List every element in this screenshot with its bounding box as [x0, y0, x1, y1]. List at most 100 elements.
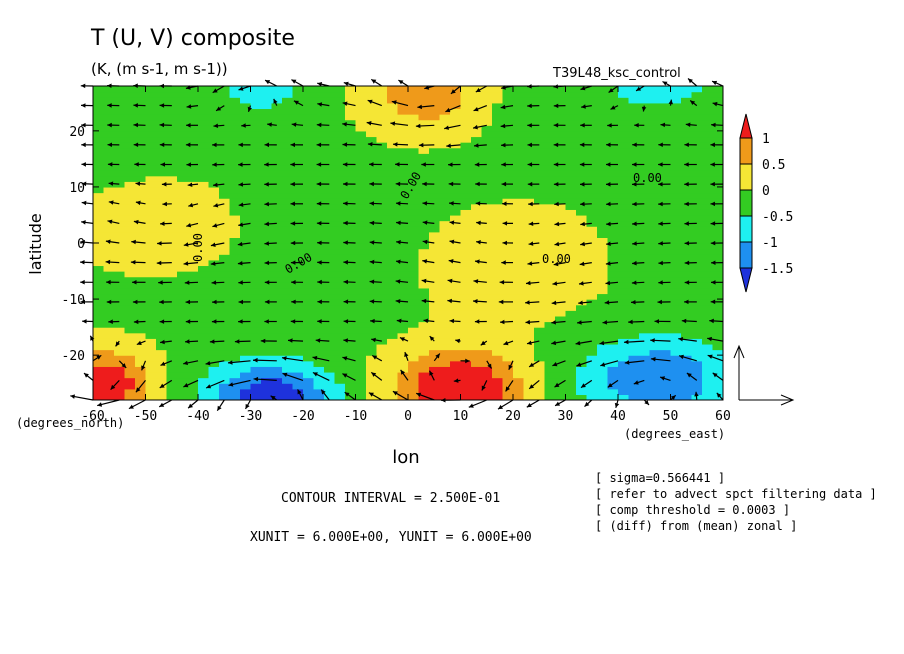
heatmap-cell: [334, 192, 346, 199]
heatmap-cell: [103, 231, 115, 238]
heatmap-cell: [471, 114, 483, 121]
wind-vector: [83, 372, 94, 381]
heatmap-cell: [313, 209, 325, 216]
wind-vector: [241, 123, 251, 128]
heatmap-cell: [586, 192, 598, 199]
heatmap-cell: [145, 108, 157, 115]
heatmap-cell: [250, 287, 262, 295]
heatmap-cell: [439, 175, 451, 182]
heatmap-cell: [607, 130, 619, 138]
heatmap-cell: [481, 371, 493, 379]
heatmap-cell: [534, 186, 546, 194]
wind-vector: [183, 360, 199, 366]
heatmap-cell: [502, 332, 514, 339]
heatmap-cell: [166, 86, 178, 93]
heatmap-cell: [124, 130, 136, 138]
heatmap-cell: [145, 175, 157, 182]
heatmap-cell: [555, 349, 567, 356]
heatmap-cell: [292, 170, 304, 177]
wind-vector: [264, 299, 277, 305]
heatmap-cell: [103, 153, 115, 160]
heatmap-cell: [156, 192, 168, 199]
heatmap-cell: [198, 299, 210, 306]
heatmap-cell: [376, 293, 388, 300]
heatmap-cell: [439, 388, 451, 395]
wind-vector: [212, 222, 225, 228]
heatmap-cell: [544, 214, 556, 222]
heatmap-cell: [555, 310, 567, 317]
heatmap-cell: [397, 198, 409, 205]
heatmap-cell: [450, 108, 462, 115]
heatmap-cell: [681, 97, 693, 104]
heatmap-cell: [439, 214, 451, 222]
heatmap-cell: [660, 164, 672, 171]
heatmap-cell: [513, 327, 525, 334]
heatmap-cell: [576, 377, 588, 384]
heatmap-cell: [471, 388, 483, 395]
heatmap-cell: [366, 271, 378, 278]
x-unit-label: (degrees_east): [624, 427, 725, 441]
heatmap-cell: [219, 321, 231, 328]
heatmap-cell: [618, 86, 630, 93]
heatmap-cell: [261, 349, 273, 356]
heatmap-cell: [618, 293, 630, 300]
heatmap-cell: [366, 147, 378, 154]
wind-vector: [614, 399, 620, 408]
heatmap-cell: [177, 383, 189, 390]
heatmap-cell: [471, 186, 483, 194]
heatmap-cell: [145, 231, 157, 238]
heatmap-cell: [691, 192, 703, 199]
heatmap-cell: [166, 214, 178, 222]
heatmap-cell: [103, 91, 115, 98]
heatmap-cell: [282, 287, 294, 295]
heatmap-cell: [670, 142, 682, 149]
heatmap-cell: [145, 366, 157, 373]
heatmap-cell: [219, 186, 231, 194]
wind-vector: [343, 81, 356, 87]
heatmap-cell: [208, 371, 220, 379]
heatmap-cell: [387, 108, 399, 115]
wind-vector: [707, 354, 724, 362]
wind-vector: [502, 221, 514, 226]
heatmap-cell: [471, 164, 483, 171]
colorbar: 10.50-0.5-1-1.5: [739, 113, 793, 293]
heatmap-cell: [660, 304, 672, 311]
heatmap-cell: [93, 349, 105, 356]
heatmap-cell: [156, 243, 168, 250]
heatmap-cell: [103, 271, 115, 278]
heatmap-cell: [702, 293, 714, 300]
heatmap-cell: [597, 349, 609, 356]
heatmap-cell: [712, 248, 723, 255]
heatmap-cell: [555, 276, 567, 283]
heatmap-cell: [471, 102, 483, 110]
heatmap-cell: [649, 321, 661, 328]
heatmap-cell: [712, 91, 723, 98]
wind-vector: [553, 261, 566, 267]
heatmap-cell: [534, 108, 546, 115]
heatmap-cell: [93, 259, 105, 267]
heatmap-cell: [282, 158, 294, 166]
heatmap-cell: [334, 237, 346, 244]
heatmap-cell: [114, 360, 126, 367]
heatmap-cell: [481, 147, 493, 154]
heatmap-cell: [681, 310, 693, 317]
heatmap-cell: [145, 388, 157, 395]
heatmap-cell: [156, 203, 168, 210]
heatmap-cell: [93, 175, 105, 182]
heatmap-cell: [240, 153, 252, 160]
wind-vector: [660, 122, 671, 128]
heatmap-cell: [628, 136, 640, 143]
wind-vector: [632, 241, 645, 246]
wind-vector: [468, 399, 488, 408]
heatmap-cell: [492, 304, 504, 311]
heatmap-cell: [534, 360, 546, 367]
heatmap-cell: [103, 366, 115, 373]
heatmap-cell: [124, 170, 136, 177]
heatmap-cell: [355, 130, 367, 138]
heatmap-cell: [292, 125, 304, 132]
heatmap-cell: [240, 170, 252, 177]
heatmap-cell: [303, 327, 315, 334]
heatmap-cell: [439, 360, 451, 367]
wind-vector: [580, 221, 592, 227]
y-tick-label: -20: [62, 349, 85, 364]
